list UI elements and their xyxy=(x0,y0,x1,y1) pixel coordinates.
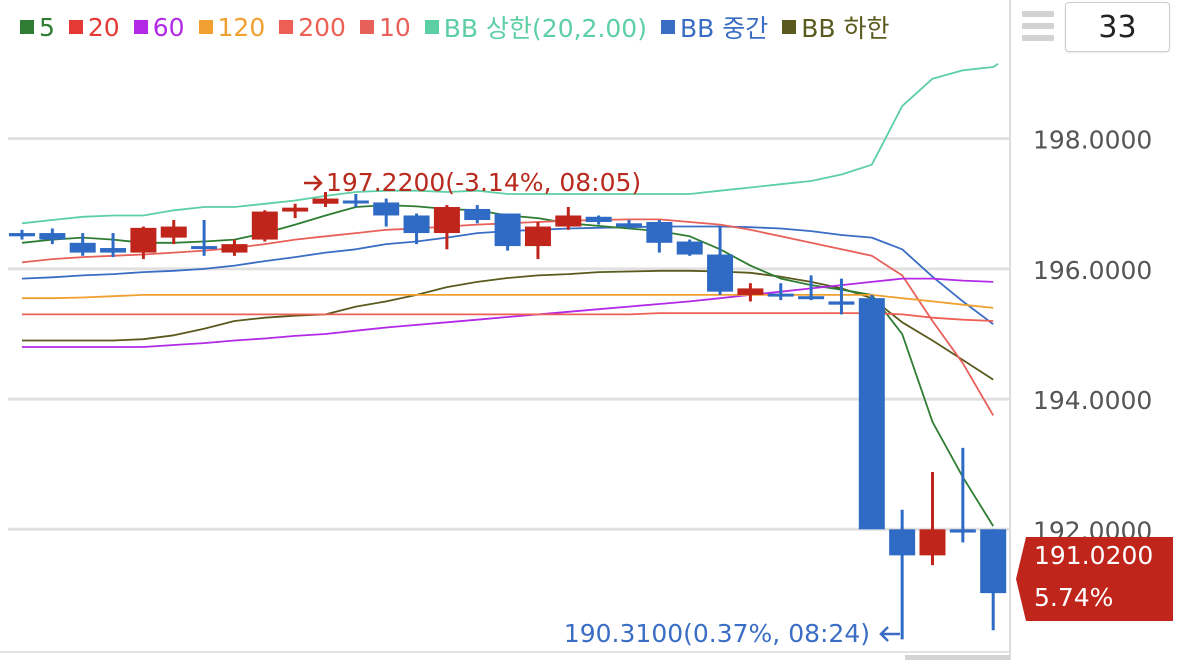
candles xyxy=(9,192,1007,640)
legend-label: 120 xyxy=(217,12,266,42)
indicator-lines xyxy=(21,63,999,527)
legend-item[interactable]: BB 상한(20,2.00) xyxy=(424,9,647,45)
candle-body xyxy=(494,213,521,247)
candle-body xyxy=(342,200,369,204)
candle-body xyxy=(69,242,96,253)
candle-body xyxy=(221,244,248,253)
period-input[interactable]: 33 xyxy=(1065,2,1170,52)
low-price-label: 190.3100(0.37%, 08:24) xyxy=(564,619,870,648)
price-change-percent: 5.74% xyxy=(1034,583,1114,612)
legend-label: 10 xyxy=(378,12,411,42)
legend-swatch xyxy=(424,20,439,34)
legend-swatch xyxy=(359,20,374,34)
candle-body xyxy=(39,233,66,240)
y-tick-label: 198.0000 xyxy=(1033,126,1152,155)
candle-body xyxy=(919,529,946,556)
candle-body xyxy=(191,246,218,250)
low-arrow-icon xyxy=(879,626,900,642)
series-line xyxy=(22,312,994,322)
candle-body xyxy=(9,233,35,237)
candle-body xyxy=(403,215,430,234)
legend-swatch xyxy=(782,20,797,34)
scroll-indicator[interactable] xyxy=(905,655,1010,660)
legend-label: 200 xyxy=(298,12,346,42)
candle-body xyxy=(373,202,400,216)
series-line xyxy=(22,293,994,309)
gridlines xyxy=(0,0,1011,660)
legend-item[interactable]: 200 xyxy=(279,13,346,42)
candle-body xyxy=(130,227,157,253)
candle-body xyxy=(858,298,885,530)
candle-body xyxy=(312,198,339,204)
legend-item[interactable]: 20 xyxy=(68,12,120,42)
candle-body xyxy=(616,223,642,227)
legend-item[interactable]: 10 xyxy=(359,12,411,42)
legend-swatch xyxy=(68,20,83,34)
candle-body xyxy=(160,226,187,238)
legend-swatch xyxy=(20,20,34,34)
candle-body xyxy=(646,221,673,243)
y-tick-label: 196.0000 xyxy=(1033,256,1152,285)
candle-body xyxy=(585,216,612,222)
legend-swatch xyxy=(279,20,294,34)
series-line xyxy=(22,269,994,381)
high-arrow-icon xyxy=(304,175,323,191)
candle-body xyxy=(828,301,855,305)
legend-label: 20 xyxy=(87,12,120,42)
current-price: 191.0200 xyxy=(1034,541,1154,570)
candle-body xyxy=(767,293,794,297)
candle-body xyxy=(949,529,976,533)
candle-body xyxy=(737,288,764,295)
candle-body xyxy=(433,207,460,234)
legend-item[interactable]: 5 xyxy=(20,13,55,42)
candle-body xyxy=(100,248,127,253)
candle-body xyxy=(676,241,703,255)
legend-item[interactable]: 120 xyxy=(198,12,266,42)
series-line xyxy=(22,277,994,348)
candle-body xyxy=(282,207,309,212)
legend-item[interactable]: 60 xyxy=(133,12,185,42)
legend-label: 60 xyxy=(152,12,185,42)
legend-item[interactable]: BB 하한 xyxy=(782,9,889,45)
legend-swatch xyxy=(133,20,148,34)
y-tick-label: 194.0000 xyxy=(1033,386,1152,415)
menu-icon[interactable] xyxy=(1019,8,1059,48)
series-line xyxy=(21,63,999,225)
candle-body xyxy=(798,296,825,300)
candle-body xyxy=(524,226,551,247)
legend-swatch xyxy=(198,20,213,34)
candle-body xyxy=(707,254,734,292)
candle-body xyxy=(251,211,278,240)
chart-legend: 5 20 60 120 200 10 BB 상한(20,2.00) BB 중간 BB 하한 xyxy=(20,8,903,46)
high-price-label: 197.2200(-3.14%, 08:05) xyxy=(326,168,641,197)
candle-body xyxy=(980,529,1007,594)
candle-body xyxy=(889,529,916,556)
legend-label: BB 하한 xyxy=(801,14,890,43)
annotations: 197.2200(-3.14%, 08:05) 190.3100(0.37%, 0… xyxy=(304,168,900,648)
candle-body xyxy=(555,215,582,227)
candle-body xyxy=(464,208,491,221)
legend-label: BB 상한(20,2.00) xyxy=(443,14,647,43)
legend-item[interactable]: BB 중간 xyxy=(660,9,769,45)
current-price-tag: 191.0200 5.74% xyxy=(1016,537,1173,621)
legend-swatch xyxy=(660,20,675,34)
legend-label: 5 xyxy=(39,12,55,42)
legend-label: BB 중간 xyxy=(679,14,769,43)
